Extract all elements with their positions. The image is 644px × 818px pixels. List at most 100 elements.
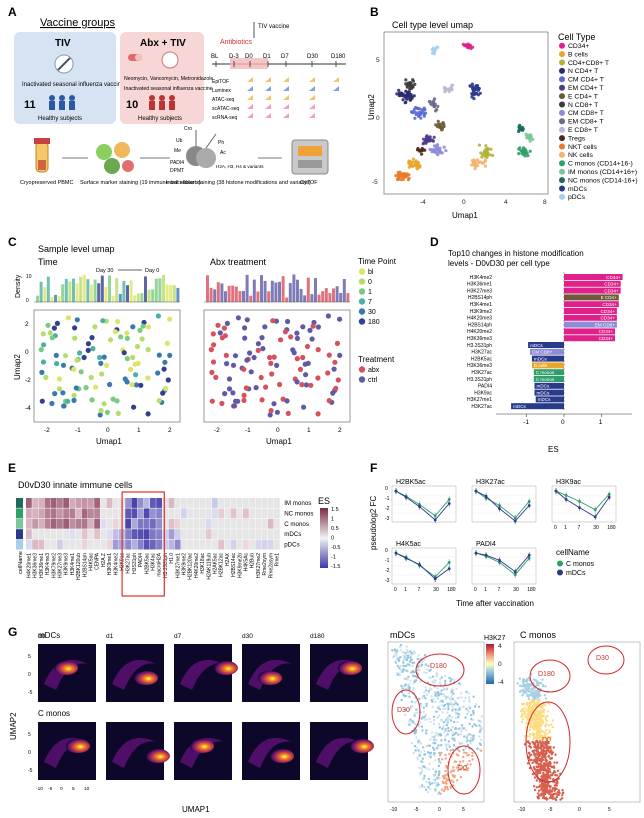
- g-big-point: [471, 751, 474, 755]
- pbmc-tube-icon: [34, 138, 50, 173]
- e-cell: [243, 508, 249, 519]
- sample-point: [156, 352, 162, 358]
- umap-point: [489, 147, 493, 151]
- sample-point: [307, 327, 313, 333]
- e-col-label: H3.3S31ph: [163, 553, 169, 578]
- e-cell: [162, 518, 169, 529]
- g-big-point: [472, 709, 475, 713]
- g-big-point: [533, 760, 536, 763]
- g-big-point: [534, 695, 537, 698]
- e-cell: [81, 518, 88, 529]
- g-big-point: [443, 774, 447, 777]
- g-big-point: [434, 788, 437, 791]
- g-big-point: [430, 688, 433, 691]
- sample-point: [65, 315, 71, 321]
- sample-point: [241, 366, 247, 372]
- d-bar: [564, 335, 615, 342]
- assay-mark: [283, 77, 289, 82]
- e-colorbar-tick: -1: [331, 555, 336, 561]
- sample-point: [301, 404, 307, 410]
- umap-point: [442, 86, 446, 90]
- g-big-point: [535, 750, 539, 753]
- g-big-point: [444, 674, 447, 678]
- umap-point: [468, 84, 472, 88]
- sample-point: [305, 360, 311, 366]
- tiv-title: TIV: [55, 38, 71, 49]
- density-bar: [115, 278, 119, 302]
- g-big-point: [535, 765, 538, 768]
- workflow-step-4: CyTOF: [300, 180, 318, 186]
- d-category-label: H3K4me2: [470, 275, 492, 281]
- d-bar: [564, 308, 617, 314]
- e-cell: [50, 518, 57, 529]
- umap-point: [418, 111, 422, 115]
- density-bar: [227, 285, 231, 302]
- sample-point: [226, 386, 233, 392]
- e-cellname-label: cellName: [18, 551, 24, 574]
- sample-point: [332, 359, 338, 365]
- sample-point: [47, 330, 53, 336]
- f-chart-title: H2BK5ac: [396, 479, 426, 486]
- g-big-point: [544, 763, 547, 766]
- d-bar-label: C monos: [536, 377, 555, 382]
- e-cell: [38, 518, 45, 529]
- f-xtick: 7: [418, 587, 421, 593]
- umap-point: [411, 157, 416, 161]
- e-cell: [236, 529, 243, 540]
- assay-label: scRNA-seq: [212, 115, 238, 121]
- g-big-point: [418, 754, 422, 757]
- g-big-point: [549, 762, 552, 765]
- density-bar: [108, 275, 111, 302]
- sample-point: [162, 359, 168, 365]
- sample-point: [65, 398, 71, 404]
- g-big-point: [429, 783, 432, 786]
- density-bar: [306, 277, 310, 302]
- umap-point: [400, 172, 404, 176]
- umap-point: [491, 153, 495, 157]
- g-big-point: [467, 710, 470, 713]
- d-category-label: H3K27ac: [471, 370, 492, 376]
- sample-point: [145, 324, 151, 330]
- g-annot-label: D180: [538, 671, 555, 678]
- e-col-label: H3K4me3: [45, 553, 51, 575]
- density-bar: [75, 283, 79, 302]
- syringe-needle-icon: [57, 57, 71, 71]
- g-big-point: [451, 716, 454, 719]
- umap-point: [422, 114, 426, 118]
- umap-point: [483, 164, 488, 168]
- d-bar-label: CD34+: [606, 275, 621, 280]
- g-big-point: [561, 792, 564, 795]
- g-big-point: [438, 681, 442, 684]
- g-cb-tick-1: 4: [498, 643, 502, 650]
- g-big-point: [542, 708, 546, 712]
- g-big-point: [546, 745, 549, 748]
- g-big-point: [445, 747, 448, 750]
- legend-swatch: [358, 298, 366, 305]
- d-bar: [564, 301, 619, 308]
- umap-point: [396, 177, 400, 182]
- e-cell: [249, 529, 255, 540]
- sample-point: [124, 335, 130, 341]
- g-big-point: [535, 786, 538, 789]
- g-big-point: [542, 746, 546, 750]
- g-density-band: [112, 659, 156, 690]
- e-cell: [57, 508, 63, 519]
- b-xtick-1: -4: [420, 199, 426, 206]
- e-cell: [81, 529, 88, 540]
- g-big-point: [541, 786, 544, 789]
- g-big-point: [471, 758, 474, 761]
- timeline-label: D-3: [229, 54, 239, 60]
- umap-point: [444, 149, 448, 153]
- g-big-point: [561, 797, 564, 800]
- f-xtick: 0: [394, 587, 397, 593]
- g-big-point: [446, 711, 449, 714]
- umap-point: [451, 83, 455, 87]
- g-big-point: [412, 661, 416, 664]
- f-point: [484, 553, 488, 557]
- e-cell: [69, 529, 76, 540]
- density-bar: [314, 278, 317, 302]
- g-big-point: [538, 709, 541, 712]
- g-big-point: [447, 726, 450, 730]
- g-big-point: [449, 701, 453, 705]
